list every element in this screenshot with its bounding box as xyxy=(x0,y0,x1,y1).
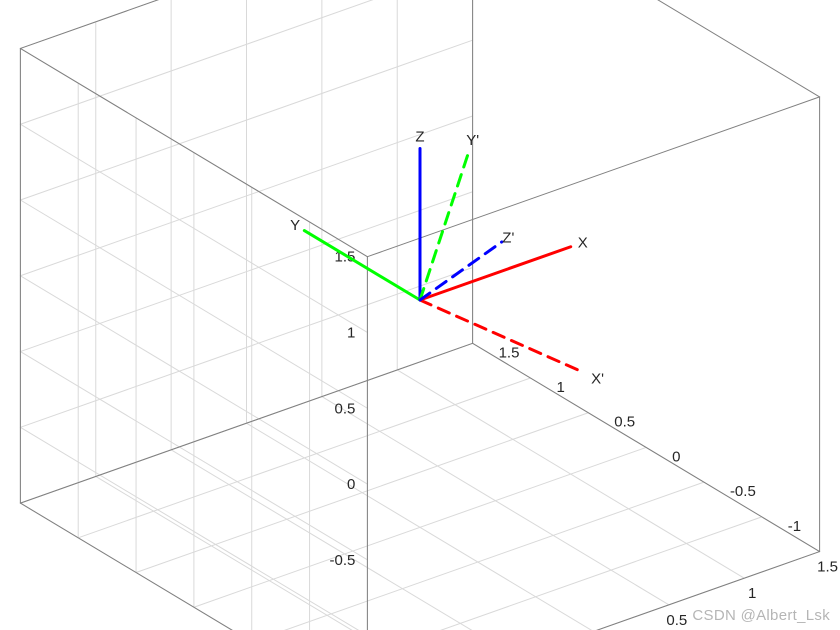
svg-text:1: 1 xyxy=(748,585,756,602)
svg-text:0.5: 0.5 xyxy=(335,400,356,417)
svg-text:0.5: 0.5 xyxy=(614,414,635,431)
svg-text:-0.5: -0.5 xyxy=(730,483,756,500)
axis-label-Y': Y' xyxy=(466,132,479,149)
axes-3d: -1.5-1-0.500.511.5-1.5-1-0.500.511.5-1.5… xyxy=(0,0,840,630)
svg-text:0: 0 xyxy=(672,448,680,465)
axis-label-Z': Z' xyxy=(502,229,514,246)
svg-text:1: 1 xyxy=(347,324,355,341)
svg-text:1.5: 1.5 xyxy=(817,559,838,576)
axis-label-Z: Z xyxy=(415,128,424,145)
axis-label-X': X' xyxy=(591,371,604,388)
svg-text:0: 0 xyxy=(347,476,355,493)
watermark: CSDN @Albert_Lsk xyxy=(692,607,830,624)
svg-text:1: 1 xyxy=(556,379,564,396)
svg-text:-0.5: -0.5 xyxy=(330,552,356,569)
figure-3d: -1.5-1-0.500.511.5-1.5-1-0.500.511.5-1.5… xyxy=(0,0,840,630)
axis-label-Y: Y xyxy=(290,217,300,234)
svg-text:0.5: 0.5 xyxy=(666,612,687,629)
axis-label-X: X xyxy=(578,234,588,251)
svg-text:1.5: 1.5 xyxy=(499,344,520,361)
svg-text:-1: -1 xyxy=(788,518,801,535)
